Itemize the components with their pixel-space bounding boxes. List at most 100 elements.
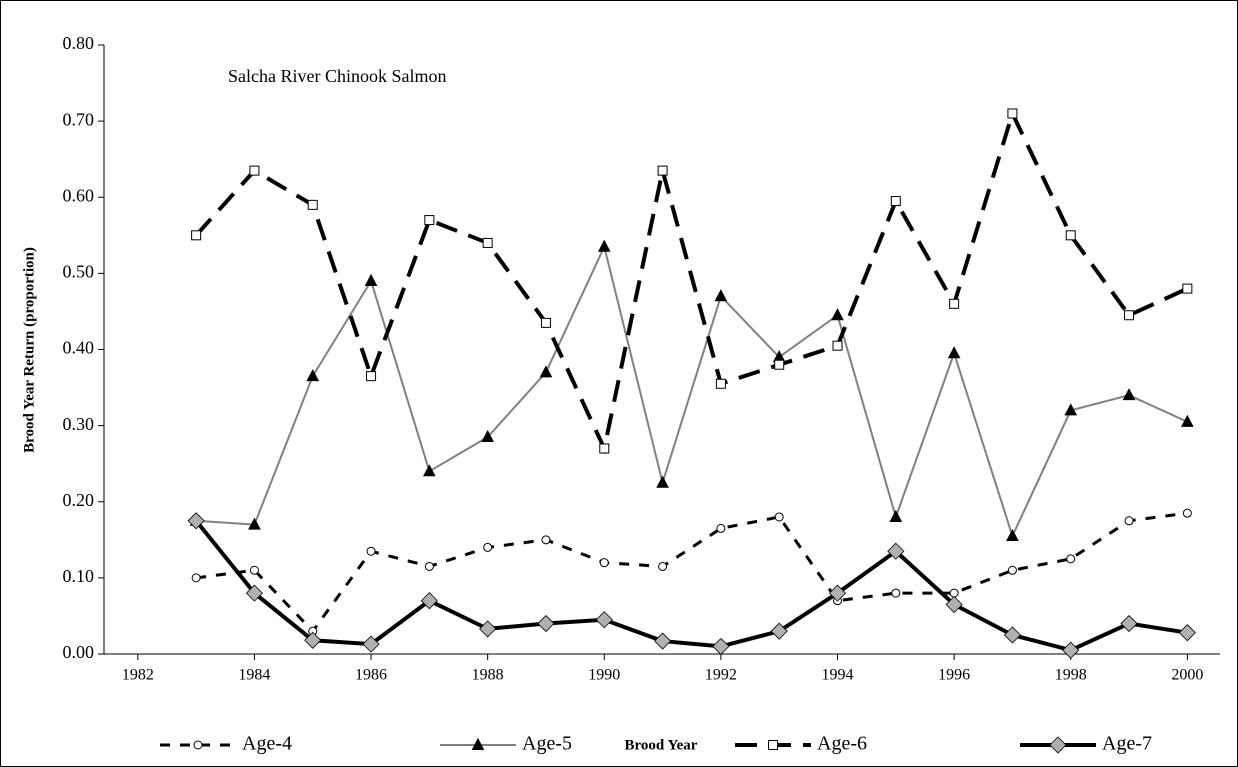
y-tick-label: 0.40 — [63, 338, 95, 358]
marker — [245, 584, 263, 602]
marker — [248, 517, 261, 530]
legend-label: Age-4 — [242, 733, 292, 755]
marker — [366, 546, 376, 556]
marker — [715, 378, 726, 389]
marker — [1003, 626, 1021, 644]
marker — [191, 573, 201, 583]
marker — [768, 740, 778, 750]
marker — [945, 595, 963, 614]
marker — [249, 565, 259, 575]
marker — [654, 632, 672, 650]
marker — [191, 230, 202, 241]
x-tick-label: 1988 — [472, 667, 504, 684]
legend-label: Age-5 — [522, 733, 572, 755]
marker — [366, 371, 377, 382]
legend-label: Age-7 — [1102, 733, 1152, 755]
marker — [890, 196, 901, 207]
y-tick-label: 0.60 — [63, 185, 95, 205]
marker — [712, 637, 730, 655]
marker — [424, 561, 434, 571]
marker — [770, 622, 788, 640]
marker — [947, 346, 961, 359]
marker — [599, 443, 610, 454]
x-tick-label: 1982 — [122, 667, 154, 684]
marker — [1006, 528, 1019, 542]
marker — [887, 542, 905, 560]
marker — [949, 298, 960, 309]
marker — [479, 620, 497, 638]
marker — [949, 588, 959, 598]
marker — [193, 740, 203, 750]
marker — [774, 359, 785, 370]
marker — [1064, 403, 1078, 416]
marker — [656, 475, 669, 488]
x-tick-label: 1990 — [588, 667, 620, 684]
y-tick-label: 0.70 — [63, 109, 95, 129]
marker — [539, 365, 553, 378]
marker — [1065, 230, 1076, 241]
x-tick-label: 1998 — [1055, 667, 1087, 684]
series-line — [194, 108, 1189, 455]
marker — [364, 273, 378, 286]
series-line — [195, 511, 1188, 634]
marker — [482, 237, 493, 248]
y-tick-label: 0.00 — [63, 642, 95, 662]
x-tick-label: 1994 — [822, 667, 854, 684]
marker — [481, 429, 494, 443]
marker — [1182, 283, 1193, 294]
marker — [249, 165, 260, 176]
marker — [832, 340, 843, 351]
y-axis-label: Brood Year Return (proportion) — [21, 247, 37, 453]
marker — [540, 317, 551, 328]
marker — [599, 558, 609, 568]
x-tick-label: 2000 — [1171, 667, 1203, 684]
marker — [424, 215, 435, 226]
marker — [537, 614, 555, 633]
marker — [828, 584, 847, 602]
marker — [1120, 614, 1138, 633]
marker — [657, 165, 668, 176]
x-tick-label: 1986 — [355, 667, 387, 684]
chart-title: Salcha River Chinook Salmon — [228, 66, 446, 86]
marker — [483, 542, 493, 552]
marker — [658, 561, 668, 571]
marker — [187, 512, 205, 530]
legend-label: Age-6 — [817, 733, 867, 755]
marker — [889, 509, 903, 522]
marker — [1007, 565, 1017, 575]
y-tick-label: 0.30 — [63, 414, 95, 434]
series-line — [196, 243, 1188, 539]
marker — [774, 512, 784, 522]
marker — [306, 369, 320, 382]
marker — [471, 737, 485, 750]
marker — [541, 535, 551, 545]
y-tick-label: 0.50 — [63, 262, 95, 282]
marker — [1182, 508, 1192, 518]
x-tick-label: 1992 — [705, 667, 737, 684]
marker — [1181, 414, 1194, 427]
series-line — [194, 519, 1188, 653]
y-tick-label: 0.80 — [63, 33, 95, 53]
y-tick-label: 0.10 — [63, 566, 95, 586]
marker — [1124, 516, 1134, 526]
x-tick-label: 1984 — [238, 667, 270, 684]
marker — [1124, 310, 1135, 321]
y-tick-label: 0.20 — [63, 490, 95, 510]
marker — [420, 592, 438, 610]
marker — [891, 588, 901, 598]
marker — [1062, 641, 1080, 659]
marker — [1122, 388, 1136, 401]
x-axis-label: Brood Year — [625, 737, 698, 753]
marker — [304, 631, 322, 649]
marker — [1049, 736, 1067, 754]
marker — [831, 308, 844, 321]
marker — [1007, 108, 1018, 119]
marker — [1066, 554, 1076, 564]
marker — [307, 199, 318, 210]
marker — [362, 635, 380, 653]
marker — [595, 611, 613, 629]
marker — [423, 464, 436, 477]
x-tick-label: 1996 — [938, 667, 970, 684]
marker — [716, 523, 726, 533]
